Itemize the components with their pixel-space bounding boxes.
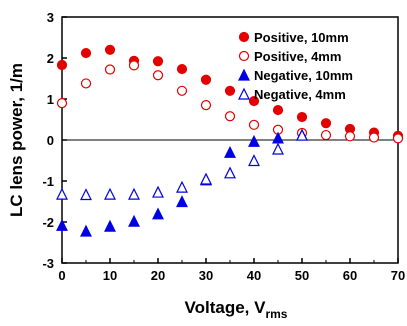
x-tick-label-5: 50: [295, 268, 309, 283]
x-tick-label-4: 40: [247, 268, 261, 283]
data-point-s2-8: [248, 134, 260, 147]
data-point-s1-11: [320, 129, 332, 141]
data-point-s0-5: [176, 63, 188, 75]
y-tick-label-5: 2: [47, 51, 54, 66]
legend-label-1: Positive, 4mm: [254, 49, 341, 64]
data-point-s2-7: [224, 145, 236, 158]
legend: Positive, 10mm Positive, 4mm Negative, 10m…: [238, 30, 353, 102]
data-point-s2-4: [152, 207, 164, 220]
data-point-s3-7: [224, 166, 236, 179]
data-markers: [56, 44, 404, 237]
x-tick-label-6: 60: [343, 268, 357, 283]
data-point-s1-5: [176, 85, 188, 96]
y-tick-label-3: 0: [47, 133, 54, 148]
data-point-s2-3: [128, 214, 140, 227]
data-point-s3-8: [248, 154, 260, 167]
x-tick-label-2: 20: [151, 268, 165, 283]
data-point-s3-0: [56, 187, 68, 200]
data-point-s1-7: [224, 111, 236, 122]
x-axis-title-subscript: rms: [265, 307, 287, 321]
data-point-s0-8: [248, 95, 260, 107]
legend-label-3: Negative, 4mm: [254, 87, 346, 102]
data-point-s2-2: [104, 219, 116, 232]
data-point-s2-1: [80, 224, 92, 237]
data-point-s3-4: [152, 185, 164, 198]
data-point-s1-12: [344, 131, 356, 142]
y-tick-label-2: -1: [42, 174, 54, 189]
data-point-s0-9: [272, 104, 284, 116]
data-point-s2-5: [176, 195, 188, 208]
data-point-s1-2: [104, 64, 116, 75]
data-point-s0-2: [104, 44, 116, 55]
data-point-s2-0: [56, 218, 68, 231]
y-tick-label-4: 1: [47, 92, 54, 107]
data-point-s0-11: [320, 118, 332, 129]
legend-marker-2: [238, 68, 250, 81]
data-point-s1-6: [200, 100, 212, 111]
data-point-s0-6: [200, 74, 212, 85]
data-point-s0-1: [80, 47, 92, 59]
data-point-s0-0: [56, 59, 68, 71]
data-point-s3-5: [176, 180, 188, 193]
data-point-s3-2: [104, 187, 116, 200]
data-point-s3-9: [272, 142, 284, 155]
data-point-s3-1: [80, 188, 92, 201]
data-point-s2-9: [272, 131, 284, 144]
legend-label-0: Positive, 10mm: [254, 30, 349, 45]
data-point-s1-13: [368, 132, 380, 143]
data-point-s3-3: [128, 187, 140, 200]
legend-label-2: Negative, 10mm: [254, 68, 353, 83]
x-tick-label-0: 0: [58, 268, 65, 283]
y-tick-label-6: 3: [47, 10, 54, 25]
x-tick-label-1: 10: [103, 268, 117, 283]
data-point-s0-10: [296, 111, 308, 123]
data-point-s1-8: [248, 119, 260, 130]
x-axis-title: Voltage, Vrms: [185, 298, 288, 321]
data-point-s3-6: [200, 172, 212, 185]
x-tick-label-3: 30: [199, 268, 213, 283]
legend-marker-3: [238, 87, 250, 100]
legend-marker-1: [238, 50, 250, 62]
x-tick-label-7: 70: [391, 268, 405, 283]
data-point-s1-14: [392, 133, 404, 144]
data-point-s0-4: [152, 56, 164, 67]
y-tick-label-0: -3: [42, 256, 54, 271]
data-point-s1-4: [152, 70, 164, 81]
x-axis-title-main: Voltage, V: [185, 298, 267, 317]
data-point-s1-3: [128, 60, 140, 71]
data-point-s3-10: [296, 128, 308, 141]
data-point-s1-0: [56, 97, 68, 109]
y-tick-label-1: -2: [42, 215, 54, 230]
data-point-s0-7: [224, 85, 236, 96]
tick-labels: 0 10 20 30 40 50 60 70 -3 -2 -1 0 1 2 3: [42, 10, 405, 283]
y-axis-title: LC lens power, 1/m: [7, 63, 26, 217]
legend-marker-0: [238, 31, 250, 43]
data-point-s1-1: [80, 78, 92, 89]
